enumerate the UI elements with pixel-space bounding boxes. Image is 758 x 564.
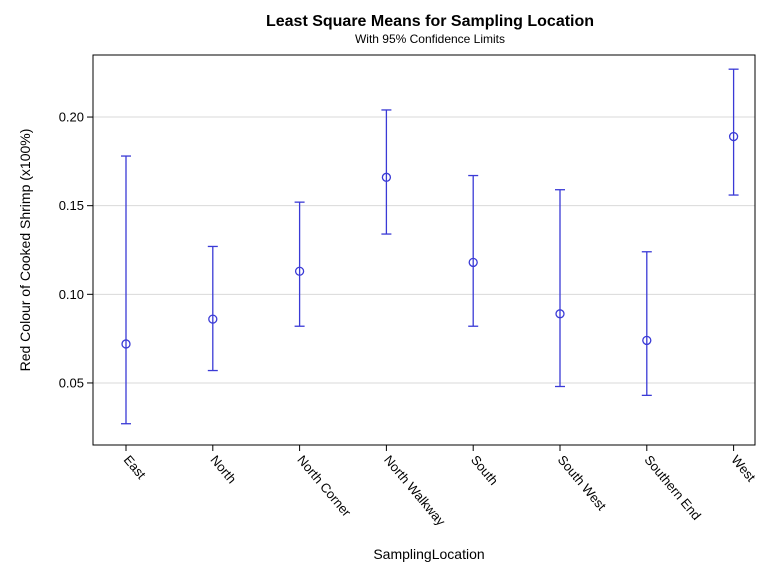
- mean-point: [728, 131, 739, 142]
- x-axis-label: SamplingLocation: [373, 546, 484, 562]
- x-axis: East North North Corner North Walkway South S…: [121, 445, 758, 529]
- mean-point: [208, 314, 218, 324]
- mean-point: [294, 266, 305, 276]
- error-bar: [121, 155, 131, 425]
- x-tick-label: South: [468, 452, 501, 488]
- y-tick-label: 0.10: [59, 287, 84, 302]
- x-tick-label: North Walkway: [381, 452, 449, 529]
- error-bar: [468, 174, 479, 327]
- mean-point: [468, 257, 478, 268]
- y-tick-label: 0.05: [59, 375, 84, 390]
- mean-point: [642, 335, 652, 346]
- error-bar: [381, 109, 392, 235]
- y-axis-label: Red Colour of Cooked Shrimp (x100%): [17, 129, 33, 372]
- series-marks: [121, 68, 739, 425]
- x-tick-label: North: [208, 452, 240, 486]
- x-tick-label: East: [121, 452, 149, 482]
- error-bar: [728, 68, 739, 196]
- mean-point: [121, 339, 131, 349]
- x-tick-label: West: [728, 452, 758, 484]
- error-bar: [555, 189, 565, 388]
- error-bar: [641, 251, 652, 397]
- y-tick-label: 0.15: [59, 198, 84, 213]
- error-bar: [207, 245, 218, 372]
- x-tick-label: North Corner: [294, 452, 354, 520]
- mean-point: [555, 309, 565, 319]
- x-tick-label: Southern End: [642, 452, 705, 523]
- chart-subtitle: With 95% Confidence Limits: [355, 32, 505, 46]
- plot-frame: [92, 54, 756, 446]
- gridlines: [93, 116, 755, 384]
- chart-title: Least Square Means for Sampling Location: [266, 13, 594, 30]
- y-axis: 0.05 0.10 0.15 0.20: [59, 110, 93, 390]
- x-tick-label: South West: [555, 452, 610, 513]
- y-tick-label: 0.20: [59, 110, 84, 125]
- mean-point: [381, 172, 392, 182]
- error-bar: [294, 201, 305, 327]
